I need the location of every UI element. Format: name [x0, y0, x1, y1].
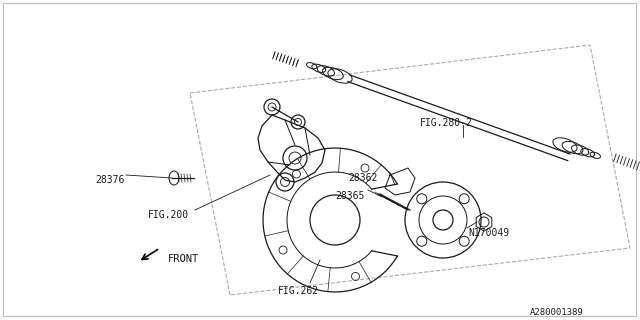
Text: FRONT: FRONT: [168, 254, 199, 264]
Text: FIG.200: FIG.200: [148, 210, 189, 220]
Text: N170049: N170049: [468, 228, 509, 238]
Text: 28365: 28365: [335, 191, 364, 201]
Text: 28362: 28362: [348, 173, 378, 183]
Text: FIG.280-2: FIG.280-2: [420, 118, 473, 128]
Text: A280001389: A280001389: [530, 308, 584, 317]
Text: 28376: 28376: [95, 175, 124, 185]
Text: FIG.262: FIG.262: [278, 286, 319, 296]
